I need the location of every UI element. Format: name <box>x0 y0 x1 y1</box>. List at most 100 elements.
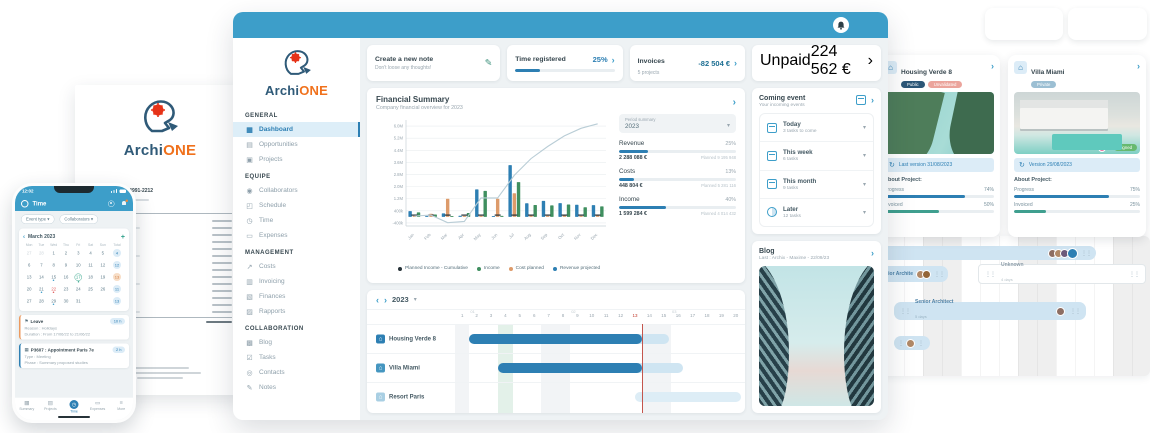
project-card-housing[interactable]: ⌂ Housing Verde 8 Public Unvalidated › Si… <box>878 55 1000 237</box>
drag-handle-icon[interactable]: ⋮⋮ <box>934 271 945 278</box>
calendar-day[interactable]: 11 <box>88 262 93 268</box>
pencil-icon[interactable]: ✎ <box>484 57 493 68</box>
sidebar-item-blog[interactable]: ▩ Blog <box>233 335 360 350</box>
calendar-day[interactable]: 26 <box>100 286 106 292</box>
phone-nav-projects[interactable]: ▤ Projects <box>39 400 63 411</box>
gantt-year[interactable]: 2023 <box>392 295 409 304</box>
gantt-row[interactable]: ⌂ Villa Miami <box>367 353 745 382</box>
calendar-day[interactable]: 9 <box>64 262 68 268</box>
phone-event-card[interactable]: ▦ P3607 : Appointment Paris 7e 2 h Type : M… <box>19 343 129 368</box>
calendar-day[interactable]: 19 <box>100 274 106 280</box>
sidebar-item-finances[interactable]: ▧ Finances <box>233 289 360 304</box>
calendar-day[interactable]: 6 <box>27 262 31 268</box>
sidebar-item-notes[interactable]: ✎ Notes <box>233 380 360 395</box>
chevron-right-icon[interactable]: › <box>734 58 738 68</box>
phone-nav-expenses[interactable]: ▭ Expenses <box>86 400 110 411</box>
phone-nav-time[interactable]: ◷ Time <box>62 400 86 414</box>
period-summary-select[interactable]: Period summary 2023 ▾ <box>619 114 736 133</box>
caret-down-icon[interactable]: ▾ <box>862 153 866 160</box>
calendar-day[interactable]: 8 <box>52 262 55 268</box>
calendar-day[interactable]: 4 <box>89 250 92 256</box>
phone-event-card[interactable]: ⚑ Leave 10 h Reason : Holidays Duration : Fr… <box>19 315 129 340</box>
sidebar-item-invoicing[interactable]: ▥ Invoicing <box>233 274 360 289</box>
sidebar-item-time[interactable]: ◷ Time <box>233 213 360 228</box>
unpaid-card[interactable]: Unpaid 224 562 € › <box>752 43 881 81</box>
coming-event-this-week[interactable]: This week 6 tasks ▾ <box>760 141 873 169</box>
calendar-day[interactable]: 22 <box>51 286 57 293</box>
chevron-right-icon[interactable]: › <box>991 61 994 71</box>
calendar-day[interactable]: 16 <box>63 274 69 280</box>
version-strip[interactable]: ↻ Last version 31/08/2023 <box>884 158 994 172</box>
project-card-villa[interactable]: ⌂ Villa Miami Private › Signed ↻ Version… <box>1008 55 1146 237</box>
chevron-right-icon[interactable]: › <box>871 248 874 258</box>
schedule-bar[interactable]: ⋮⋮ <box>866 246 1096 260</box>
version-strip[interactable]: ↻ Version 29/08/2023 <box>1014 158 1140 172</box>
gantt-bar[interactable] <box>498 363 643 373</box>
chevron-right-icon[interactable]: › <box>867 52 873 69</box>
chevron-right-icon[interactable]: › <box>871 95 874 105</box>
calendar-prev-icon[interactable]: ‹ <box>23 233 25 240</box>
sidebar-item-collaborators[interactable]: ◉ Collaborators <box>233 183 360 198</box>
gantt-bar-projected[interactable] <box>627 363 684 373</box>
sidebar-item-rapports[interactable]: ▨ Rapports <box>233 304 360 319</box>
add-event-button[interactable]: + <box>120 232 125 241</box>
filter-chip-collaborators[interactable]: Collaborators ▾ <box>59 214 98 224</box>
sidebar-item-contacts[interactable]: ◎ Contacts <box>233 365 360 380</box>
invoices-card[interactable]: Invoices 5 projects -82 504 € › <box>629 45 746 81</box>
calendar-day[interactable]: 28 <box>39 298 44 304</box>
create-note-card[interactable]: Create a new note Don't loose any though… <box>367 45 501 81</box>
time-registered-card[interactable]: Time registered 25% › <box>507 45 623 81</box>
phone-nav-summary[interactable]: ▦ Summary <box>15 400 39 411</box>
gantt-row[interactable]: ⌂ Resort Paris <box>367 382 745 411</box>
calendar-day[interactable]: 27 <box>26 250 32 256</box>
drag-handle-icon[interactable]: ⋮⋮ <box>1129 271 1140 278</box>
calendar-day[interactable]: 12 <box>100 262 106 268</box>
drag-handle-icon[interactable]: ⋮⋮ <box>985 271 996 278</box>
calendar-day[interactable]: 13 <box>26 274 32 280</box>
schedule-bar-senior-architect[interactable]: ⋮⋮ Senior Architect 5 days ⋮⋮ <box>894 299 1086 320</box>
coming-event-this-month[interactable]: This month 9 tasks ▾ <box>760 169 873 198</box>
chevron-right-icon[interactable]: › <box>611 54 615 65</box>
calendar-day[interactable]: 27 <box>26 298 32 304</box>
schedule-card-unknown[interactable]: ⋮⋮ Unknown 4 days ⋮⋮ <box>978 262 1146 284</box>
calendar-day[interactable]: 30 <box>63 298 69 304</box>
gantt-row[interactable]: ⌂ Housing Verde 8 <box>367 324 745 353</box>
sidebar-item-costs[interactable]: ↗ Costs <box>233 259 360 274</box>
drag-handle-icon[interactable]: ⋮⋮ <box>900 308 911 315</box>
calendar-day[interactable]: 2 <box>64 250 68 256</box>
chevron-right-icon[interactable]: › <box>1137 61 1140 71</box>
filter-chip-event-type[interactable]: Event type ▾ <box>21 214 55 224</box>
profile-icon[interactable] <box>108 200 115 207</box>
drag-handle-icon[interactable]: ⋮⋮ <box>1081 250 1092 257</box>
calendar-day[interactable]: 29 <box>51 298 57 305</box>
coming-event-today[interactable]: Today 3 tasks to come ▾ <box>760 114 873 141</box>
sidebar-item-expenses[interactable]: ▭ Expenses <box>233 228 360 243</box>
calendar-icon[interactable] <box>856 95 866 105</box>
calendar-day[interactable]: 5 <box>101 250 105 256</box>
chevron-right-icon[interactable]: › <box>732 97 736 108</box>
calendar-day[interactable]: 24 <box>75 286 81 292</box>
calendar-day[interactable]: 23 <box>63 286 69 292</box>
schedule-chip[interactable]: ⋮ ⋮ <box>894 336 930 350</box>
calendar-day[interactable]: 21 <box>39 286 44 293</box>
sidebar-item-tasks[interactable]: ☑ Tasks <box>233 350 360 365</box>
sidebar-item-opportunities[interactable]: ▤ Opportunities <box>233 137 360 152</box>
gantt-bar-projected[interactable] <box>627 334 669 344</box>
calendar-day[interactable]: 25 <box>88 286 93 292</box>
calendar-day[interactable]: 18 <box>88 274 93 280</box>
caret-down-icon[interactable]: ▾ <box>862 181 866 188</box>
notifications-button[interactable] <box>833 17 849 33</box>
drag-handle-icon[interactable]: ⋮ <box>898 340 904 347</box>
sidebar-item-dashboard[interactable]: ▦ Dashboard <box>233 122 360 137</box>
calendar-day[interactable]: 31 <box>75 298 81 304</box>
calendar-day[interactable]: 28 <box>39 250 44 256</box>
drag-handle-icon[interactable]: ⋮⋮ <box>1070 308 1081 315</box>
calendar-day[interactable]: 10 <box>75 262 81 268</box>
phone-nav-more[interactable]: ≡ More <box>109 400 133 411</box>
gantt-prev-button[interactable]: ‹ <box>376 294 379 305</box>
notifications-icon[interactable] <box>122 199 128 207</box>
calendar-day[interactable]: 14 <box>39 274 44 280</box>
gantt-bar-projected[interactable] <box>635 392 741 402</box>
caret-down-icon[interactable]: ▾ <box>862 209 866 216</box>
drag-handle-icon[interactable]: ⋮ <box>918 340 924 347</box>
